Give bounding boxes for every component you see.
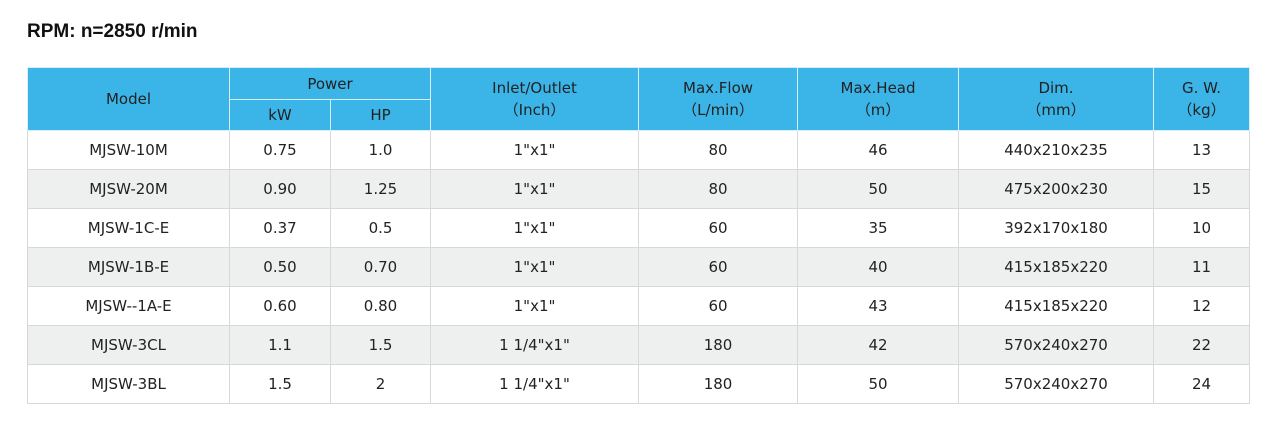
header-inlet-label: Inlet/Outlet [492, 79, 577, 97]
cell-dimensions: 392x170x180 [958, 208, 1155, 248]
cell-max-head: 43 [797, 286, 960, 326]
cell-model: MJSW-10M [27, 130, 230, 170]
cell-max-head: 46 [797, 130, 960, 170]
header-inlet: Inlet/Outlet （Inch） [430, 67, 640, 131]
cell-kw: 0.50 [229, 247, 331, 287]
cell-gross-weight: 22 [1153, 325, 1251, 365]
spec-table: Model Power Inlet/Outlet （Inch） Max.Flow （… [27, 67, 1251, 404]
cell-hp: 2 [329, 364, 432, 404]
cell-hp: 1.25 [329, 169, 432, 209]
table-row: MJSW-10M 0.75 1.0 1"x1" 80 46 440x210x235 13 [27, 130, 1251, 170]
cell-inlet-outlet: 1"x1" [430, 130, 640, 170]
cell-dimensions: 570x240x270 [958, 325, 1155, 365]
cell-inlet-outlet: 1"x1" [430, 286, 640, 326]
header-head-label: Max.Head [840, 79, 916, 97]
header-flow-unit: （L/min） [682, 101, 754, 119]
cell-hp: 0.70 [329, 247, 432, 287]
table-row: MJSW-20M 0.90 1.25 1"x1" 80 50 475x200x230 15 [27, 169, 1251, 209]
cell-max-flow: 180 [638, 325, 799, 365]
cell-max-flow: 60 [638, 247, 799, 287]
cell-model: MJSW-20M [27, 169, 230, 209]
cell-gross-weight: 24 [1153, 364, 1251, 404]
cell-model: MJSW-1B-E [27, 247, 230, 287]
header-inlet-unit: （Inch） [503, 101, 566, 119]
cell-model: MJSW-3CL [27, 325, 230, 365]
header-gw-label: G. W. [1181, 79, 1222, 97]
cell-dimensions: 570x240x270 [958, 364, 1155, 404]
header-hp: HP [329, 99, 432, 131]
header-gw-unit: （kg） [1177, 101, 1226, 119]
header-dim-label: Dim. [1038, 79, 1074, 97]
cell-max-head: 42 [797, 325, 960, 365]
cell-max-head: 40 [797, 247, 960, 287]
cell-dimensions: 415x185x220 [958, 247, 1155, 287]
header-power: Power [228, 67, 432, 100]
cell-model: MJSW-1C-E [27, 208, 230, 248]
cell-dimensions: 415x185x220 [958, 286, 1155, 326]
page-title: RPM: n=2850 r/min [27, 21, 198, 42]
cell-kw: 1.5 [229, 364, 331, 404]
table-row: MJSW-3BL 1.5 2 1 1/4"x1" 180 50 570x240x270 24 [27, 364, 1251, 404]
header-gw: G. W. （kg） [1153, 67, 1251, 131]
cell-kw: 0.90 [229, 169, 331, 209]
cell-max-head: 50 [797, 364, 960, 404]
cell-hp: 0.5 [329, 208, 432, 248]
cell-inlet-outlet: 1"x1" [430, 169, 640, 209]
table-row: MJSW-3CL 1.1 1.5 1 1/4"x1" 180 42 570x240x270 2… [27, 325, 1251, 365]
cell-hp: 0.80 [329, 286, 432, 326]
table-row: MJSW-1C-E 0.37 0.5 1"x1" 60 35 392x170x180 10 [27, 208, 1251, 248]
table-row: MJSW--1A-E 0.60 0.80 1"x1" 60 43 415x185x220 12 [27, 286, 1251, 326]
cell-gross-weight: 10 [1153, 208, 1251, 248]
cell-max-flow: 180 [638, 364, 799, 404]
cell-max-head: 50 [797, 169, 960, 209]
cell-gross-weight: 13 [1153, 130, 1251, 170]
cell-hp: 1.5 [329, 325, 432, 365]
cell-inlet-outlet: 1 1/4"x1" [430, 325, 640, 365]
cell-dimensions: 475x200x230 [958, 169, 1155, 209]
header-kw: kW [229, 99, 331, 131]
cell-max-flow: 60 [638, 208, 799, 248]
header-head: Max.Head （m） [797, 67, 960, 131]
cell-hp: 1.0 [329, 130, 432, 170]
cell-max-head: 35 [797, 208, 960, 248]
cell-dimensions: 440x210x235 [958, 130, 1155, 170]
cell-kw: 1.1 [229, 325, 331, 365]
header-flow: Max.Flow （L/min） [638, 67, 799, 131]
header-head-unit: （m） [855, 101, 901, 119]
cell-kw: 0.75 [229, 130, 331, 170]
cell-inlet-outlet: 1"x1" [430, 208, 640, 248]
header-model: Model [27, 67, 230, 131]
table-row: MJSW-1B-E 0.50 0.70 1"x1" 60 40 415x185x220 11 [27, 247, 1251, 287]
header-dim: Dim. （mm） [958, 67, 1155, 131]
cell-max-flow: 80 [638, 130, 799, 170]
cell-inlet-outlet: 1 1/4"x1" [430, 364, 640, 404]
cell-inlet-outlet: 1"x1" [430, 247, 640, 287]
cell-model: MJSW-3BL [27, 364, 230, 404]
cell-kw: 0.37 [229, 208, 331, 248]
header-dim-unit: （mm） [1026, 101, 1086, 119]
cell-model: MJSW--1A-E [27, 286, 230, 326]
cell-gross-weight: 12 [1153, 286, 1251, 326]
cell-gross-weight: 11 [1153, 247, 1251, 287]
cell-gross-weight: 15 [1153, 169, 1251, 209]
cell-max-flow: 80 [638, 169, 799, 209]
header-flow-label: Max.Flow [683, 79, 754, 97]
cell-max-flow: 60 [638, 286, 799, 326]
cell-kw: 0.60 [229, 286, 331, 326]
